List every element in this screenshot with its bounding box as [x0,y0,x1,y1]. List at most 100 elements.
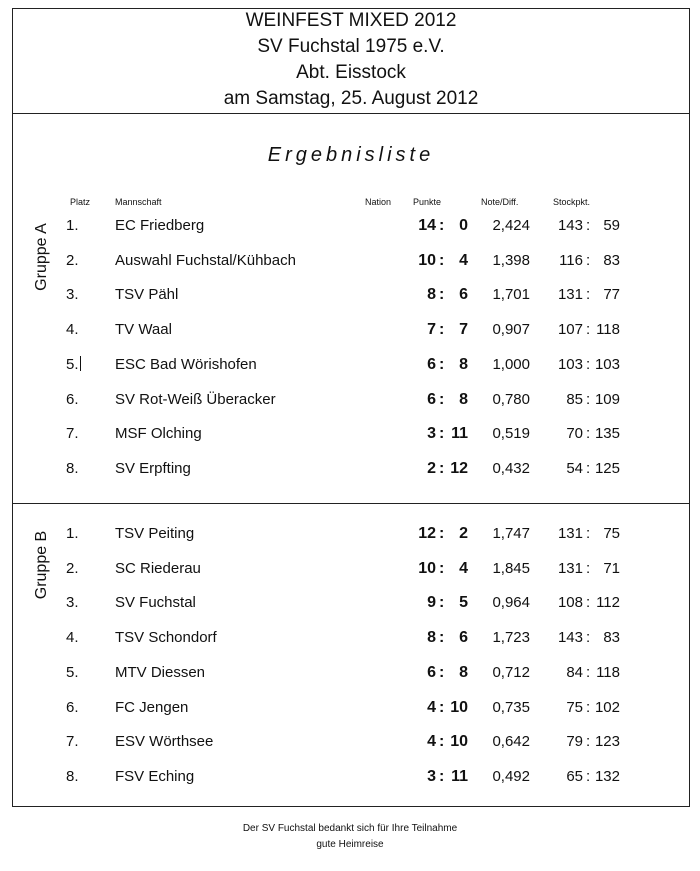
col-mannschaft: Mannschaft [115,197,162,207]
points-won: 10 [418,559,436,577]
quotient: 0,712 [492,663,530,681]
team-name: FSV Eching [115,767,195,785]
rank: 4. [66,629,79,647]
stock-points-against: 118 [596,321,620,339]
department: Abt. Eisstock [296,62,406,83]
stock-separator: : [586,459,591,477]
stock-points-against: 135 [594,425,620,443]
table-row: 7. MSF Olching 3:11 0,519 70:135 [0,425,700,447]
header-divider [12,113,690,114]
stock-points-for: 85 [566,390,583,408]
table-row: 4. TV Waal 7:7 0,907 107:118 [0,321,700,343]
stock-points-for: 143 [557,629,583,647]
points-lost: 4 [459,251,468,269]
stock-points-for: 79 [566,733,583,751]
stock-separator: : [586,355,591,373]
stock-points-against: 102 [594,698,620,716]
stock-points-against: 125 [594,459,620,477]
quotient: 0,735 [492,698,530,716]
points-won: 10 [418,251,436,269]
rank: 8. [66,459,79,477]
rank: 1. [66,525,79,542]
event-title: WEINFEST MIXED 2012 [245,10,457,31]
points-lost: 4 [459,559,468,577]
table-row: 4. TSV Schondorf 8:6 1,723 143:83 [0,629,700,651]
points-won: 6 [427,355,436,373]
points-separator: : [439,459,445,477]
points-separator: : [439,663,445,681]
col-platz: Platz [70,197,91,207]
stock-separator: : [586,286,591,304]
rank: 5. [66,355,81,373]
quotient: 0,964 [492,594,530,612]
table-row: 6. SV Rot-Weiß Überacker 6:8 0,780 85:109 [0,391,700,413]
team-name: MSF Olching [115,425,202,443]
team-name: TSV Schondorf [115,629,217,647]
table-row: 1. EC Friedberg 14:0 2,424 143:59 [0,217,700,239]
table-row: 8. FSV Eching 3:11 0,492 65:132 [0,768,700,790]
stock-points-for: 70 [566,425,583,443]
points-won: 6 [427,390,436,408]
points-separator: : [439,698,445,716]
stock-points-for: 54 [566,459,583,477]
team-name: SC Riederau [115,559,201,577]
team-name: TSV Peiting [115,525,195,542]
footer-thanks: Der SV Fuchstal bedankt sich für Ihre Te… [242,823,458,834]
rank: 2. [66,251,79,269]
points-lost: 12 [450,459,468,477]
rank: 7. [66,733,79,751]
table-row: 8. SV Erpfting 2:12 0,432 54:125 [0,460,700,482]
points-won: 4 [427,733,436,751]
stock-points-for: 131 [557,525,583,542]
stock-separator: : [586,698,591,716]
stock-separator: : [586,629,591,647]
stock-points-against: 109 [594,390,620,408]
stock-points-against: 112 [596,594,620,612]
stock-points-for: 65 [566,767,583,785]
team-name: MTV Diessen [115,663,206,681]
stock-separator: : [586,525,591,542]
col-punkte: Punkte [413,197,442,207]
stock-points-for: 131 [557,286,583,304]
points-won: 4 [427,698,436,716]
quotient: 1,701 [492,286,530,304]
points-separator: : [439,594,445,612]
stock-points-for: 107 [557,321,583,339]
quotient: 1,845 [492,559,530,577]
team-name: EC Friedberg [115,217,205,234]
event-date: am Samstag, 25. August 2012 [223,88,479,109]
points-separator: : [439,767,445,785]
stock-points-for: 103 [557,355,583,373]
col-stockpunkte: Stockpkt. [553,197,591,207]
quotient: 2,424 [492,217,530,234]
points-won: 3 [427,425,436,443]
quotient: 1,398 [492,251,530,269]
points-lost: 8 [459,663,468,681]
stock-points-for: 143 [557,217,583,234]
points-separator: : [439,217,445,234]
rank: 7. [66,425,79,443]
points-separator: : [439,525,445,542]
rank: 6. [66,390,79,408]
stock-points-against: 83 [603,629,620,647]
team-name: SV Rot-Weiß Überacker [115,390,276,408]
rank: 5. [66,663,79,681]
table-row: 3. SV Fuchstal 9:5 0,964 108:112 [0,594,700,616]
points-lost: 10 [450,733,468,751]
results-frame [12,8,690,807]
points-won: 12 [418,525,436,542]
points-separator: : [439,559,445,577]
quotient: 0,519 [492,425,530,443]
col-nation: Nation [365,197,392,207]
points-separator: : [439,390,445,408]
stock-separator: : [586,663,591,681]
stock-points-for: 84 [566,663,583,681]
quotient: 1,723 [492,629,530,647]
points-lost: 0 [459,217,468,234]
points-won: 7 [427,321,436,339]
table-row: 5. MTV Diessen 6:8 0,712 84:118 [0,664,700,686]
stock-points-against: 75 [603,525,620,542]
text-cursor [79,355,81,371]
points-lost: 2 [459,525,468,542]
points-separator: : [439,286,445,304]
